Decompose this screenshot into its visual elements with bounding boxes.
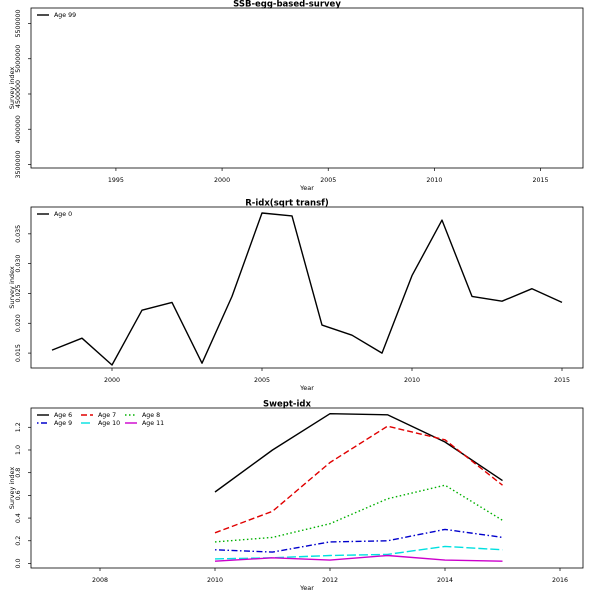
- y-tick-label: 1.0: [15, 445, 22, 455]
- x-tick-label: 2016: [552, 577, 568, 584]
- y-tick-label: 0.2: [15, 536, 22, 546]
- chart-panel-1: SSB-egg-based-survey 1995 2000 2005 2010 2015…: [8, 0, 584, 192]
- x-tick-label: 2012: [322, 577, 338, 584]
- series-line-age-8: [214, 484, 503, 543]
- y-tick-label: 0.020: [15, 314, 22, 332]
- series-line-age-0: [51, 212, 563, 366]
- legend-entry: Age 10: [98, 420, 120, 427]
- legend-entry: Age 0: [54, 211, 72, 218]
- y-tick-label: 5500000: [15, 9, 22, 37]
- x-tick-label: 2014: [437, 577, 453, 584]
- y-tick-label: 0.030: [15, 255, 22, 273]
- y-tick-label: 4500000: [15, 80, 22, 108]
- x-axis-label: Year: [299, 384, 314, 392]
- chart-title: SSB-egg-based-survey: [233, 0, 341, 10]
- x-tick-label: 2000: [104, 377, 120, 384]
- y-axis-label: Survey index: [8, 266, 16, 309]
- y-axis-label: Survey index: [8, 67, 16, 110]
- y-tick-label: 3500000: [15, 150, 22, 178]
- y-tick-label: 0.6: [15, 490, 22, 500]
- legend-entry: Age 7: [98, 412, 116, 419]
- legend-entry: Age 99: [54, 12, 76, 19]
- series-line-age-10: [214, 545, 503, 560]
- series-line-age-7: [214, 425, 503, 534]
- x-tick-label: 2010: [207, 577, 223, 584]
- x-tick-label: 2008: [92, 577, 108, 584]
- chart-title: Swept-idx: [263, 400, 311, 410]
- x-tick-label: 2010: [426, 177, 442, 184]
- plot-frame: [30, 7, 584, 169]
- legend-entry: Age 8: [142, 412, 160, 419]
- x-axis-label: Year: [299, 184, 314, 192]
- chart-panel-2: R-idx(sqrt transf) 2000 2005 2010 2015 Year 0.…: [8, 199, 584, 392]
- legend-entry: Age 11: [142, 420, 164, 427]
- x-axis-label: Year: [299, 584, 314, 592]
- y-tick-label: 5000000: [15, 45, 22, 73]
- y-tick-label: 0.025: [15, 284, 22, 302]
- x-tick-label: 2005: [254, 377, 270, 384]
- y-axis-label: Survey index: [8, 467, 16, 510]
- x-tick-label: 2015: [554, 377, 570, 384]
- x-tick-label: 2005: [320, 177, 336, 184]
- series-line-age-9: [214, 528, 503, 553]
- legend-entry: Age 6: [54, 412, 72, 419]
- legend-entry: Age 9: [54, 420, 72, 427]
- x-tick-label: 2015: [533, 177, 549, 184]
- chart-panel-3: Swept-idx 2008 2010 2012 2014 2016 Year 0.0 0.2 0…: [8, 400, 584, 592]
- y-tick-label: 1.2: [15, 422, 22, 432]
- x-tick-label: 2010: [404, 377, 420, 384]
- series-line-age-11: [214, 554, 503, 562]
- x-tick-label: 2000: [214, 177, 230, 184]
- y-tick-label: 0.035: [15, 225, 22, 243]
- y-tick-label: 0.015: [15, 344, 22, 362]
- y-tick-label: 0.8: [15, 468, 22, 478]
- x-tick-label: 1995: [108, 177, 124, 184]
- plot-frame: [30, 407, 584, 569]
- chart-title: R-idx(sqrt transf): [245, 199, 329, 209]
- y-tick-label: 4000000: [15, 115, 22, 143]
- plot-frame: [30, 206, 584, 369]
- y-tick-label: 0.4: [15, 513, 22, 523]
- y-tick-label: 0.0: [15, 558, 22, 568]
- series-line-age-6: [214, 413, 503, 493]
